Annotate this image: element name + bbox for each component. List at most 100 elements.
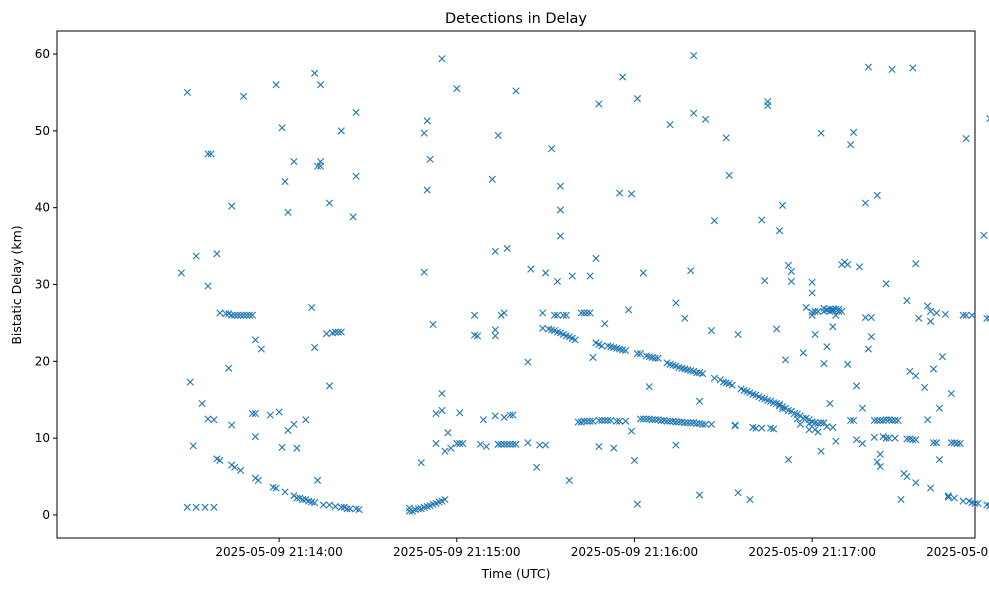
data-point-x-marker: [912, 436, 920, 444]
data-point-x-marker: [796, 420, 804, 428]
data-point-x-marker: [817, 129, 825, 137]
data-point-x-marker: [935, 456, 944, 464]
data-point-x-marker: [725, 171, 733, 180]
data-point-x-marker: [201, 503, 209, 511]
data-point-x-marker: [598, 416, 606, 425]
data-point-x-marker: [915, 314, 923, 322]
data-point-x-marker: [242, 311, 251, 319]
data-point-x-marker: [974, 499, 982, 508]
data-point-x-marker: [929, 365, 938, 373]
data-point-x-marker: [595, 416, 603, 425]
y-tick-label: 20: [35, 354, 50, 368]
x-tick-label: 2025-05-09 21:18:00: [926, 545, 989, 559]
data-point-x-marker: [929, 439, 938, 447]
data-point-x-marker: [684, 419, 692, 427]
data-point-x-marker: [337, 503, 345, 511]
data-point-x-marker: [183, 88, 191, 97]
data-point-x-marker: [248, 311, 257, 319]
data-point-x-marker: [835, 307, 843, 315]
data-point-x-marker: [281, 488, 289, 496]
data-point-x-marker: [491, 332, 499, 340]
data-point-x-marker: [775, 227, 784, 235]
data-point-x-marker: [290, 420, 298, 428]
data-point-x-marker: [864, 345, 872, 353]
data-point-x-marker: [909, 64, 917, 72]
data-point-x-marker: [873, 191, 881, 199]
data-point-x-marker: [228, 202, 236, 210]
data-point-x-marker: [651, 416, 659, 424]
x-axis-ticks: 2025-05-09 21:14:00 2025-05-09 21:15:00 20…: [215, 538, 989, 559]
data-point-x-marker: [325, 199, 334, 207]
data-point-x-marker: [787, 277, 795, 286]
data-point-x-marker: [222, 310, 230, 318]
data-point-x-marker: [494, 440, 502, 448]
data-point-x-marker: [346, 505, 354, 513]
data-point-x-marker: [281, 177, 289, 186]
data-point-x-marker: [284, 208, 292, 216]
data-point-x-marker: [553, 277, 562, 286]
data-point-x-marker: [210, 416, 218, 424]
data-point-x-marker: [334, 328, 342, 336]
data-point-x-marker: [624, 306, 633, 314]
data-point-x-marker: [352, 172, 360, 180]
data-point-x-marker: [808, 289, 816, 297]
data-point-x-marker: [278, 124, 286, 132]
data-point-x-marker: [621, 417, 630, 425]
data-point-x-marker: [909, 436, 917, 444]
data-point-x-marker: [479, 416, 488, 424]
data-point-x-marker: [275, 408, 283, 416]
data-point-x-marker: [666, 417, 674, 425]
data-point-x-marker: [986, 314, 989, 322]
data-point-x-marker: [293, 494, 301, 502]
data-point-x-marker: [938, 353, 947, 361]
data-point-x-marker: [645, 383, 653, 391]
data-point-x-marker: [509, 411, 517, 419]
data-point-x-marker: [947, 439, 955, 447]
data-point-x-marker: [237, 311, 245, 319]
data-point-x-marker: [817, 447, 825, 455]
data-point-x-marker: [681, 419, 689, 427]
data-point-x-marker: [882, 434, 890, 442]
data-point-x-marker: [482, 442, 490, 451]
data-point-x-marker: [844, 360, 852, 368]
data-point-x-marker: [239, 92, 248, 100]
data-point-x-marker: [311, 499, 319, 507]
data-point-x-marker: [447, 444, 455, 452]
data-point-x-marker: [926, 484, 935, 492]
data-point-x-marker: [311, 343, 319, 352]
data-point-x-marker: [414, 505, 422, 513]
data-point-x-marker: [770, 425, 778, 433]
data-point-x-marker: [672, 441, 680, 449]
data-point-x-marker: [867, 313, 875, 322]
data-point-x-marker: [420, 268, 428, 276]
data-point-x-marker: [539, 324, 547, 332]
data-point-x-marker: [553, 311, 562, 319]
data-point-x-marker: [950, 494, 958, 502]
data-point-x-marker: [888, 65, 896, 73]
data-point-x-marker: [228, 311, 236, 319]
data-point-x-marker: [873, 416, 881, 425]
data-point-x-marker: [829, 305, 837, 313]
data-point-x-marker: [761, 277, 769, 285]
data-point-x-marker: [616, 189, 624, 197]
data-point-x-marker: [962, 311, 970, 319]
data-point-x-marker: [204, 415, 212, 423]
data-point-x-marker: [556, 182, 565, 190]
data-point-x-marker: [876, 450, 884, 458]
data-point-x-marker: [882, 416, 890, 424]
data-point-x-marker: [858, 439, 867, 448]
data-point-x-marker: [903, 435, 911, 443]
data-point-x-marker: [752, 424, 760, 432]
data-point-x-marker: [820, 360, 828, 368]
data-point-x-marker: [586, 417, 594, 425]
data-point-x-marker: [829, 323, 837, 331]
data-point-x-marker: [844, 260, 852, 269]
data-point-x-marker: [542, 269, 550, 277]
data-point-x-marker: [814, 428, 822, 436]
data-point-x-marker: [189, 442, 197, 450]
data-point-x-marker: [698, 420, 707, 428]
data-point-x-marker: [183, 503, 191, 511]
data-point-x-marker: [562, 311, 570, 319]
data-point-x-marker: [832, 311, 840, 319]
data-point-x-marker: [290, 158, 298, 166]
